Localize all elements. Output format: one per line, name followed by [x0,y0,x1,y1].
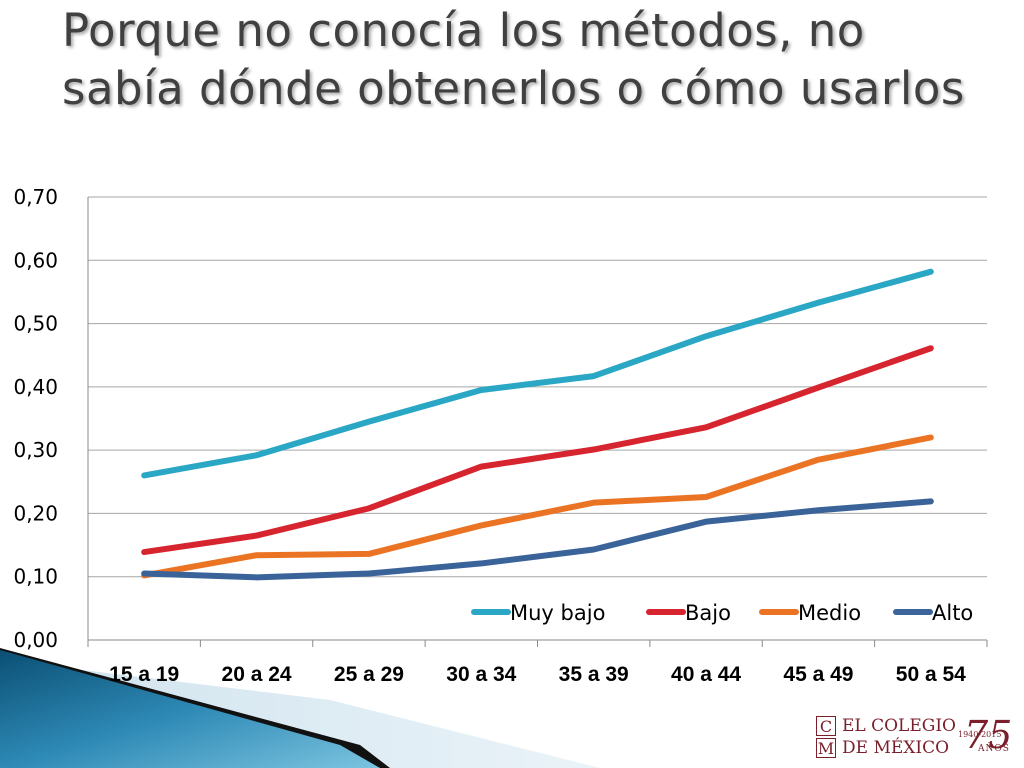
y-tick-label: 0,70 [13,185,58,209]
y-tick-label: 0,10 [13,565,58,589]
legend-label: Medio [798,601,861,625]
x-tick-label: 25 a 29 [334,663,404,686]
series-lines [141,268,934,581]
logo-line-1: EL COLEGIO [842,716,956,736]
x-tick-label: 35 a 39 [559,663,629,686]
corner-decoration-blue [0,650,380,768]
series-line-alto [141,498,934,581]
y-tick-label: 0,40 [13,375,58,399]
series-line-muy-bajo [141,268,934,479]
axes: 0,00 0,10 0,20 0,30 0,40 0,50 0,60 0,70 15 a 19 2… [13,185,988,686]
x-tick-label: 20 a 24 [222,663,292,686]
colegio-logo: C M EL COLEGIO DE MÉXICO 75 1940-2015 AÑ… [816,714,1016,764]
logo-years: 1940-2015 [958,730,1002,739]
slide-title: Porque no conocía los métodos, no sabía … [62,4,965,115]
x-tick-label: 50 a 54 [896,663,966,686]
series-line-bajo [141,345,934,556]
legend-label: Muy bajo [510,601,605,625]
logo-anniversary: 75 [964,713,1013,757]
y-tick-label: 0,60 [13,248,58,272]
x-tick-label: 30 a 34 [446,663,516,686]
legend: Muy bajo Bajo Medio Alto [471,601,973,625]
x-tick-label: 40 a 44 [671,663,741,686]
logo-letter-c: C [816,716,836,736]
logo-anos: AÑOS [978,744,1010,754]
x-tick-label: 45 a 49 [783,663,853,686]
x-tick-label: 15 a 19 [109,663,179,686]
legend-label: Bajo [685,601,731,625]
y-tick-label: 0,30 [13,438,58,462]
y-tick-label: 0,20 [13,501,58,525]
logo-line-2: DE MÉXICO [842,738,950,758]
legend-label: Alto [932,601,973,625]
y-tick-label: 0,00 [13,628,58,652]
series-line-medio [141,434,934,579]
y-tick-label: 0,50 [13,312,58,336]
logo-letter-m: M [816,738,836,758]
